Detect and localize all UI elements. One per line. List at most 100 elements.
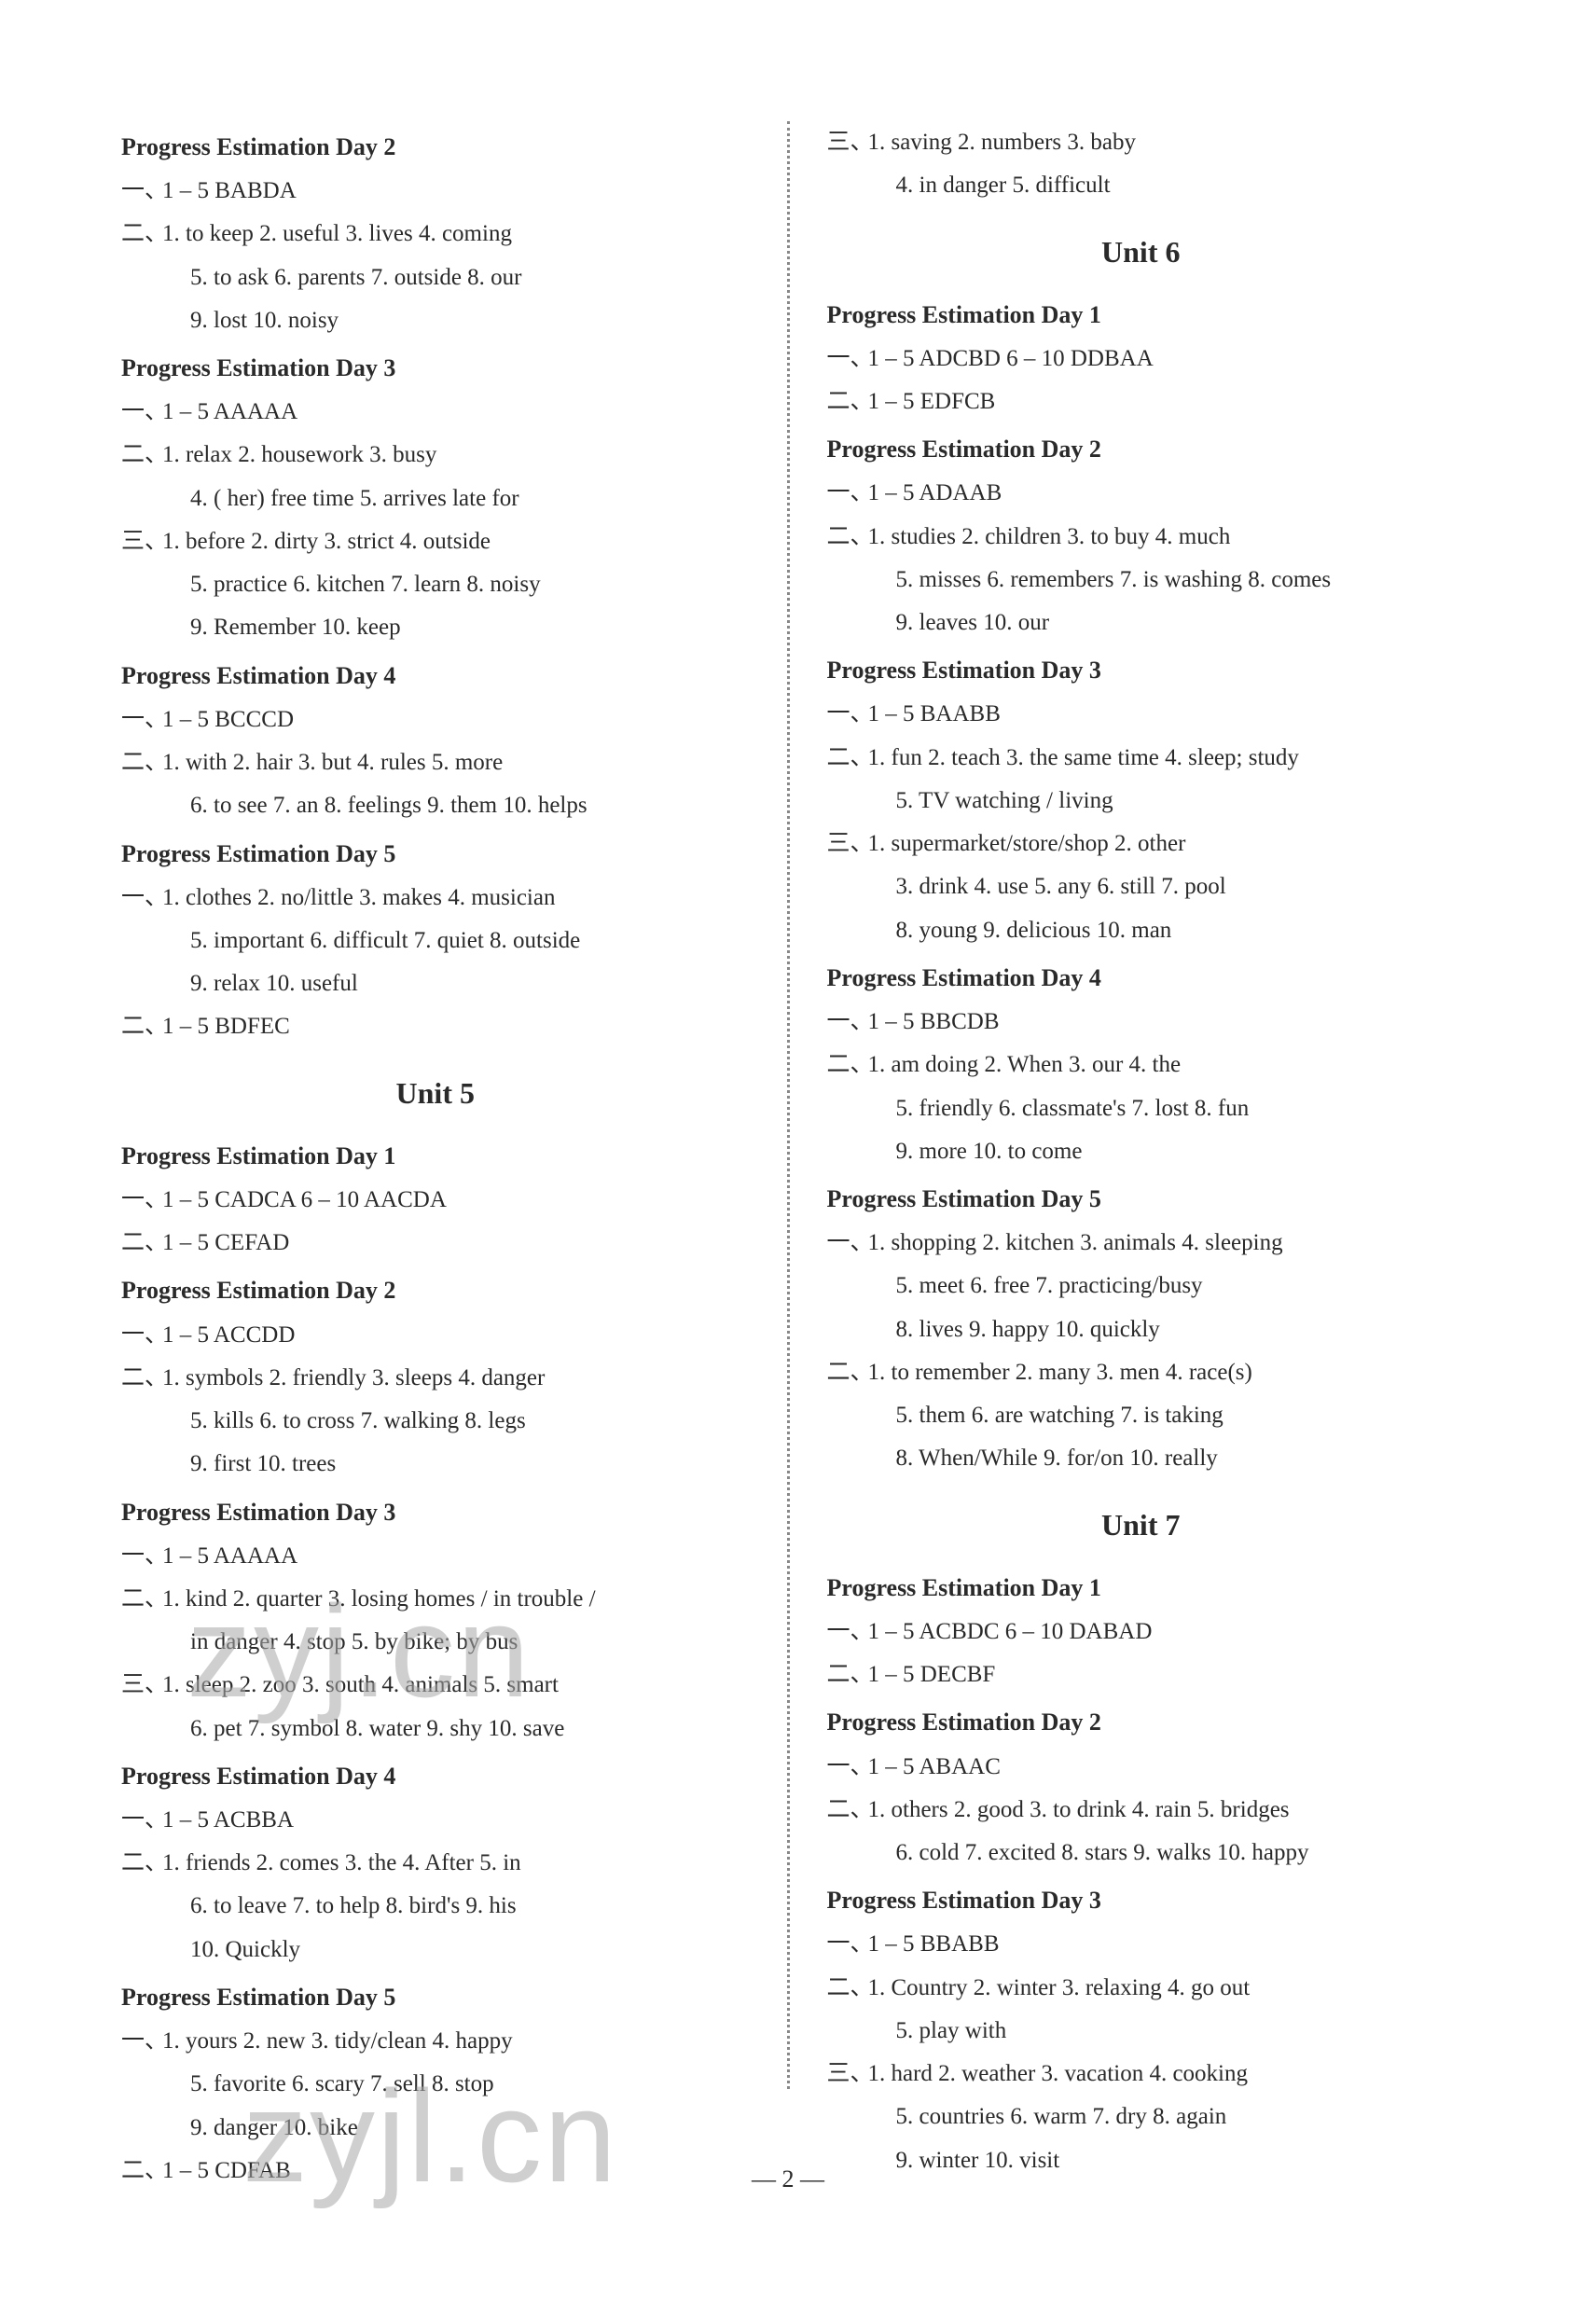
section-heading: Progress Estimation Day 5 <box>121 832 750 877</box>
list-marker: 二、 <box>121 741 162 784</box>
list-marker: 三、 <box>827 823 868 865</box>
answer-line: 二、1 – 5 BDFEC <box>121 1005 750 1048</box>
answer-line: 二、1. Country 2. winter 3. relaxing 4. go… <box>827 1967 1456 2010</box>
list-marker: 一、 <box>827 1746 868 1789</box>
answer-text: 1. clothes 2. no/little 3. makes 4. musi… <box>162 885 555 910</box>
answer-text: 1 – 5 CEFAD <box>162 1230 289 1255</box>
answer-line-continuation: 5. friendly 6. classmate's 7. lost 8. fu… <box>827 1087 1456 1130</box>
answer-line: 一、1 – 5 BBCDB <box>827 1001 1456 1044</box>
answer-line-continuation: 5. kills 6. to cross 7. walking 8. legs <box>121 1400 750 1443</box>
answer-line-continuation: 9. leaves 10. our <box>827 602 1456 644</box>
answer-line-continuation: 3. drink 4. use 5. any 6. still 7. pool <box>827 865 1456 908</box>
answer-line-continuation: 5. misses 6. remembers 7. is washing 8. … <box>827 559 1456 602</box>
section-heading: Progress Estimation Day 4 <box>121 654 750 699</box>
answer-line: 二、1. kind 2. quarter 3. losing homes / i… <box>121 1578 750 1621</box>
answer-line-continuation: 6. to leave 7. to help 8. bird's 9. his <box>121 1885 750 1928</box>
unit-heading: Unit 6 <box>827 225 1456 280</box>
answer-line-continuation: 6. to see 7. an 8. feelings 9. them 10. … <box>121 784 750 827</box>
answer-text: 1 – 5 DECBF <box>868 1662 996 1687</box>
answer-line-continuation: 4. in danger 5. difficult <box>827 164 1456 207</box>
answer-text: 1 – 5 ACBBA <box>162 1807 294 1833</box>
answer-line: 三、1. supermarket/store/shop 2. other <box>827 823 1456 865</box>
list-marker: 二、 <box>121 2150 162 2193</box>
page-number: — 2 — <box>752 2165 824 2193</box>
list-marker: 二、 <box>827 1653 868 1696</box>
answer-line: 一、1 – 5 ADCBD 6 – 10 DDBAA <box>827 338 1456 380</box>
list-marker: 二、 <box>827 1351 868 1394</box>
list-marker: 一、 <box>121 1179 162 1222</box>
list-marker: 二、 <box>827 516 868 559</box>
answer-line: 一、1 – 5 CADCA 6 – 10 AACDA <box>121 1179 750 1222</box>
answer-text: 1. supermarket/store/shop 2. other <box>868 831 1186 856</box>
answer-line: 一、1. shopping 2. kitchen 3. animals 4. s… <box>827 1222 1456 1265</box>
answer-text: 1. sleep 2. zoo 3. south 4. animals 5. s… <box>162 1672 559 1697</box>
answer-text: 1. friends 2. comes 3. the 4. After 5. i… <box>162 1850 521 1875</box>
unit-heading: Unit 7 <box>827 1498 1456 1553</box>
answer-text: 1 – 5 BDFEC <box>162 1014 290 1039</box>
section-heading: Progress Estimation Day 1 <box>827 1566 1456 1611</box>
answer-line-continuation: 4. ( her) free time 5. arrives late for <box>121 477 750 520</box>
answer-text: 1 – 5 EDFCB <box>868 389 996 414</box>
answer-text: 1 – 5 BABDA <box>162 178 297 203</box>
section-heading: Progress Estimation Day 5 <box>827 1177 1456 1222</box>
list-marker: 二、 <box>121 1842 162 1885</box>
list-marker: 三、 <box>121 520 162 563</box>
answer-text: 1 – 5 CDFAB <box>162 2158 291 2183</box>
answer-line: 二、1. others 2. good 3. to drink 4. rain … <box>827 1789 1456 1832</box>
answer-line-continuation: in danger 4. stop 5. by bike; by bus <box>121 1621 750 1664</box>
answer-line: 一、1 – 5 ACCDD <box>121 1314 750 1357</box>
answer-line: 三、1. before 2. dirty 3. strict 4. outsid… <box>121 520 750 563</box>
unit-heading: Unit 5 <box>121 1066 750 1121</box>
list-marker: 二、 <box>121 1578 162 1621</box>
answer-text: 1. with 2. hair 3. but 4. rules 5. more <box>162 750 503 775</box>
answer-line: 二、1 – 5 DECBF <box>827 1653 1456 1696</box>
list-marker: 一、 <box>121 1314 162 1357</box>
list-marker: 二、 <box>121 1005 162 1048</box>
list-marker: 一、 <box>827 1001 868 1044</box>
answer-line: 一、1 – 5 AAAAA <box>121 1535 750 1578</box>
answer-line-continuation: 5. to ask 6. parents 7. outside 8. our <box>121 256 750 299</box>
list-marker: 一、 <box>121 1799 162 1842</box>
list-marker: 一、 <box>121 170 162 213</box>
answer-line: 一、1 – 5 ACBDC 6 – 10 DABAD <box>827 1611 1456 1653</box>
answer-line-continuation: 8. lives 9. happy 10. quickly <box>827 1308 1456 1351</box>
answer-text: 1. shopping 2. kitchen 3. animals 4. sle… <box>868 1230 1283 1255</box>
section-heading: Progress Estimation Day 3 <box>121 346 750 391</box>
section-heading: Progress Estimation Day 3 <box>827 1878 1456 1923</box>
answer-line: 一、1. yours 2. new 3. tidy/clean 4. happy <box>121 2020 750 2063</box>
answer-line: 二、1. studies 2. children 3. to buy 4. mu… <box>827 516 1456 559</box>
list-marker: 一、 <box>121 877 162 920</box>
section-heading: Progress Estimation Day 3 <box>121 1490 750 1535</box>
page: Progress Estimation Day 2一、1 – 5 BABDA二、… <box>0 0 1576 2145</box>
answer-text: 1. before 2. dirty 3. strict 4. outside <box>162 529 491 554</box>
answer-line: 一、1. clothes 2. no/little 3. makes 4. mu… <box>121 877 750 920</box>
answer-line: 三、1. sleep 2. zoo 3. south 4. animals 5.… <box>121 1664 750 1707</box>
answer-line-continuation: 6. cold 7. excited 8. stars 9. walks 10.… <box>827 1832 1456 1874</box>
list-marker: 一、 <box>827 1923 868 1966</box>
answer-line: 二、1 – 5 CDFAB <box>121 2150 750 2193</box>
section-heading: Progress Estimation Day 2 <box>121 1268 750 1313</box>
section-heading: Progress Estimation Day 5 <box>121 1975 750 2020</box>
right-column: 三、1. saving 2. numbers 3. baby4. in dang… <box>827 121 1456 2089</box>
answer-line-continuation: 5. meet 6. free 7. practicing/busy <box>827 1265 1456 1307</box>
answer-line-continuation: 9. first 10. trees <box>121 1443 750 1486</box>
answer-text: 1. to remember 2. many 3. men 4. race(s) <box>868 1360 1252 1385</box>
answer-text: 1. Country 2. winter 3. relaxing 4. go o… <box>868 1975 1251 2000</box>
list-marker: 二、 <box>827 380 868 423</box>
answer-text: 1. to keep 2. useful 3. lives 4. coming <box>162 221 512 246</box>
list-marker: 二、 <box>827 1044 868 1086</box>
answer-line: 二、1. relax 2. housework 3. busy <box>121 434 750 477</box>
list-marker: 一、 <box>121 699 162 741</box>
list-marker: 二、 <box>121 213 162 256</box>
section-heading: Progress Estimation Day 3 <box>827 648 1456 693</box>
answer-line-continuation: 5. play with <box>827 2010 1456 2053</box>
answer-text: 1. fun 2. teach 3. the same time 4. slee… <box>868 745 1299 770</box>
answer-line-continuation: 5. them 6. are watching 7. is taking <box>827 1394 1456 1437</box>
answer-line: 三、1. saving 2. numbers 3. baby <box>827 121 1456 164</box>
answer-line: 三、1. hard 2. weather 3. vacation 4. cook… <box>827 2053 1456 2096</box>
answer-line: 一、1 – 5 ADAAB <box>827 472 1456 515</box>
answer-text: 1. am doing 2. When 3. our 4. the <box>868 1052 1182 1077</box>
answer-line: 二、1. friends 2. comes 3. the 4. After 5.… <box>121 1842 750 1885</box>
answer-line: 二、1. symbols 2. friendly 3. sleeps 4. da… <box>121 1357 750 1400</box>
answer-text: 1 – 5 BBABB <box>868 1931 1000 1957</box>
